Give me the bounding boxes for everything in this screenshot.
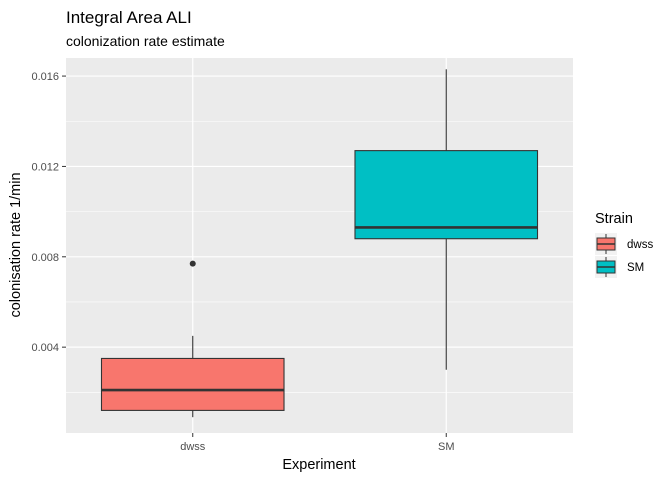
- x-tick-label: SM: [438, 441, 455, 453]
- y-axis-label: colonisation rate 1/min: [8, 172, 24, 317]
- chart-subtitle: colonization rate estimate: [66, 33, 225, 49]
- x-axis: dwss SM: [180, 433, 455, 453]
- box-dwss: [100, 357, 285, 411]
- boxplots: [100, 69, 539, 418]
- legend: Strain dwss SM: [595, 211, 653, 278]
- x-tick-label: dwss: [180, 441, 206, 453]
- boxplot-SM: [354, 69, 539, 370]
- y-axis: 0.004 0.008 0.012 0.016: [31, 71, 66, 354]
- legend-label: dwss: [627, 239, 653, 251]
- legend-label: SM: [627, 262, 644, 274]
- legend-title: Strain: [595, 211, 633, 227]
- chart-title: Integral Area ALI: [66, 8, 192, 27]
- y-tick-label: 0.012: [31, 161, 59, 173]
- x-axis-label: Experiment: [282, 457, 355, 473]
- legend-item-dwss: dwss: [595, 233, 653, 255]
- legend-item-SM: SM: [595, 256, 644, 278]
- y-tick-label: 0.016: [31, 71, 59, 83]
- outlier-point: [189, 260, 196, 267]
- box-SM: [354, 150, 539, 240]
- y-tick-label: 0.008: [31, 252, 59, 264]
- boxplot-dwss: [100, 260, 285, 418]
- y-tick-label: 0.004: [31, 342, 59, 354]
